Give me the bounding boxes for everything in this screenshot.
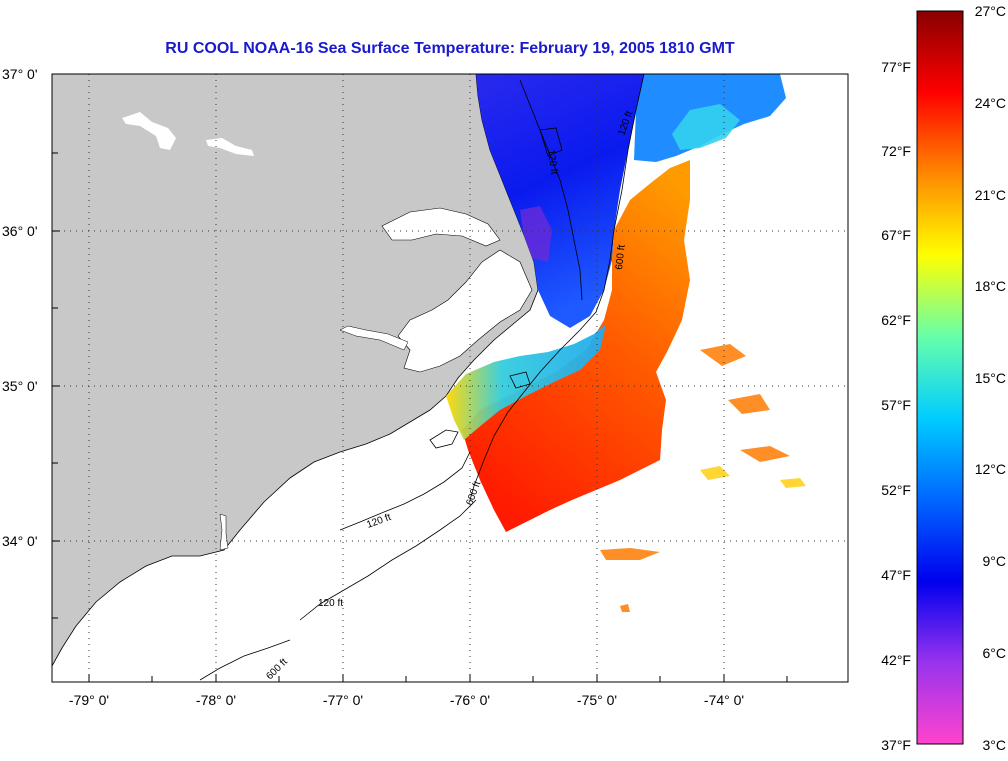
colorbar-fahrenheit-labels: 77°F 72°F 67°F 62°F 57°F 52°F 47°F 42°F … xyxy=(881,59,911,753)
celsius-label: 24°C xyxy=(975,95,1006,111)
lat-label: 34° 0' xyxy=(2,533,38,549)
fahrenheit-label: 57°F xyxy=(881,397,911,413)
neuse-river xyxy=(339,325,409,351)
sst-warm-water xyxy=(462,160,690,532)
fahrenheit-label: 77°F xyxy=(881,59,911,75)
fahrenheit-label: 67°F xyxy=(881,227,911,243)
isobath-contours xyxy=(199,74,645,681)
sst-cold-water xyxy=(476,74,644,328)
celsius-label: 18°C xyxy=(975,278,1006,294)
colorbar xyxy=(916,10,964,745)
celsius-label: 27°C xyxy=(975,3,1006,19)
graticule xyxy=(52,74,848,682)
celsius-label: 12°C xyxy=(975,461,1006,477)
colorbar-celsius-labels: 27°C 24°C 21°C 18°C 15°C 12°C 9°C 6°C 3°… xyxy=(975,3,1006,753)
sst-scattered-patches xyxy=(600,344,790,612)
map-title: RU COOL NOAA-16 Sea Surface Temperature:… xyxy=(165,40,735,57)
fahrenheit-label: 42°F xyxy=(881,652,911,668)
fahrenheit-label: 62°F xyxy=(881,312,911,328)
celsius-label: 3°C xyxy=(983,737,1007,753)
latitude-labels: 37° 0' 36° 0' 35° 0' 34° 0' xyxy=(2,66,38,549)
lon-label: -76° 0' xyxy=(450,692,490,708)
celsius-label: 15°C xyxy=(975,370,1006,386)
inland-lake xyxy=(122,112,176,150)
fahrenheit-label: 52°F xyxy=(881,482,911,498)
fahrenheit-label: 72°F xyxy=(881,143,911,159)
lat-label: 37° 0' xyxy=(2,66,38,82)
sst-frontal-zone xyxy=(446,324,606,440)
lon-label: -77° 0' xyxy=(323,692,363,708)
lon-label: -74° 0' xyxy=(704,692,744,708)
sst-offshore-cyan xyxy=(672,104,740,150)
isobath-label: 120 ft xyxy=(545,149,559,176)
pamlico-sound xyxy=(397,249,533,373)
axis-ticks xyxy=(52,152,788,682)
celsius-label: 21°C xyxy=(975,187,1006,203)
longitude-labels: -79° 0' -78° 0' -77° 0' -76° 0' -75° 0' … xyxy=(69,692,744,708)
lon-label: -75° 0' xyxy=(577,692,617,708)
inland-lake-2 xyxy=(206,138,254,156)
lon-label: -78° 0' xyxy=(196,692,236,708)
isobath-label: 120 ft xyxy=(318,598,343,609)
fahrenheit-label: 37°F xyxy=(881,737,911,753)
sst-scattered-patches-yellow xyxy=(700,466,806,488)
fahrenheit-label: 47°F xyxy=(881,567,911,583)
celsius-label: 9°C xyxy=(983,553,1007,569)
celsius-label: 6°C xyxy=(983,645,1007,661)
lat-label: 35° 0' xyxy=(2,378,38,394)
lat-label: 36° 0' xyxy=(2,223,38,239)
lon-label: -79° 0' xyxy=(69,692,109,708)
isobath-label: 600 ft xyxy=(614,244,628,270)
sst-cold-purple xyxy=(520,206,552,262)
